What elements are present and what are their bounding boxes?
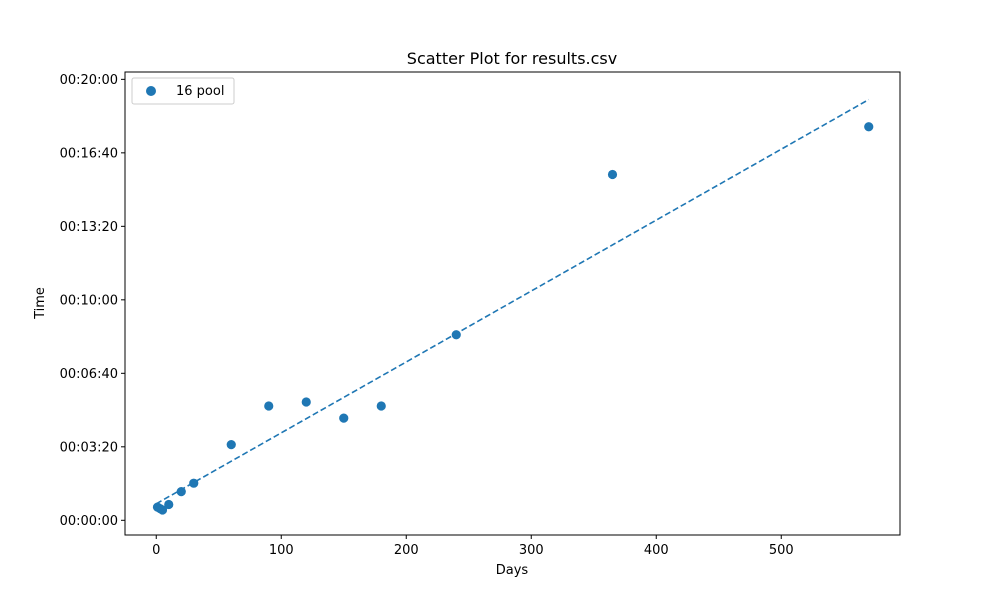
y-axis: 00:00:00 00:03:20 00:06:40 00:10:00 00:13:20… bbox=[60, 73, 125, 529]
data-point bbox=[376, 401, 386, 411]
y-tick-label: 00:06:40 bbox=[60, 367, 118, 382]
y-tick-label: 00:16:40 bbox=[60, 146, 118, 161]
data-point bbox=[864, 122, 874, 132]
y-tick-label: 00:10:00 bbox=[60, 293, 118, 308]
legend-marker bbox=[146, 86, 156, 96]
x-tick-label: 200 bbox=[394, 543, 419, 558]
legend-box bbox=[131, 77, 235, 105]
x-tick-label: 300 bbox=[519, 543, 544, 558]
data-point bbox=[164, 499, 174, 510]
data-point bbox=[264, 401, 274, 411]
data-point bbox=[226, 440, 236, 450]
data-point bbox=[451, 330, 461, 340]
trendline-layer bbox=[155, 98, 870, 505]
chart-title: Scatter Plot for results.csv bbox=[407, 49, 617, 68]
data-point bbox=[157, 505, 168, 515]
data-point bbox=[301, 397, 311, 407]
x-tick-label: 400 bbox=[644, 543, 669, 558]
plot-area bbox=[124, 71, 901, 536]
trendline bbox=[155, 98, 870, 505]
y-tick-label: 00:20:00 bbox=[60, 73, 118, 88]
data-point bbox=[189, 478, 199, 488]
x-axis: 0 100 200 300 400 500 bbox=[152, 535, 794, 558]
data-point bbox=[176, 487, 186, 497]
data-point bbox=[339, 413, 349, 423]
x-tick-label: 0 bbox=[152, 543, 160, 558]
legend: 16 pool bbox=[131, 77, 235, 105]
x-tick-label: 100 bbox=[269, 543, 294, 558]
points-layer bbox=[152, 122, 874, 515]
x-axis-label: Days bbox=[496, 563, 529, 578]
y-tick-label: 00:03:20 bbox=[60, 440, 118, 455]
x-tick-label: 500 bbox=[769, 543, 794, 558]
y-tick-label: 00:00:00 bbox=[60, 514, 118, 529]
legend-label: 16 pool bbox=[176, 84, 224, 99]
y-tick-label: 00:13:20 bbox=[60, 220, 118, 235]
data-point bbox=[607, 169, 618, 180]
y-axis-label: Time bbox=[33, 287, 48, 320]
